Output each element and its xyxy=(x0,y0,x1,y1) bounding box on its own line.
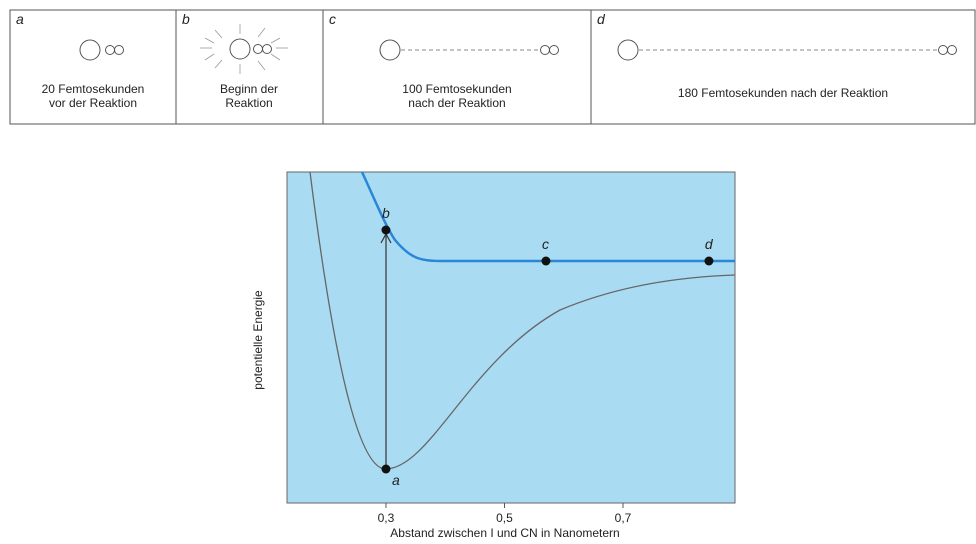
plot-area xyxy=(286,171,736,504)
molecules xyxy=(79,24,957,74)
excited-state-curve xyxy=(360,171,735,263)
state-point xyxy=(381,225,391,235)
panel-caption: 100 Femtosekunden xyxy=(402,82,511,96)
x-tick-label: 0,5 xyxy=(496,511,513,525)
x-axis-label: Abstand zwischen I und CN in Nanometern xyxy=(390,526,619,540)
x-tick-label: 0,7 xyxy=(615,511,632,525)
point-label: b xyxy=(382,205,390,221)
panel-strip xyxy=(9,9,976,125)
panel-caption: nach der Reaktion xyxy=(408,96,505,110)
panel-caption: vor der Reaktion xyxy=(49,96,137,110)
panel-caption: Beginn der xyxy=(220,82,278,96)
panel-label: b xyxy=(182,11,190,27)
x-tick-label: 0,3 xyxy=(378,511,395,525)
point-label: c xyxy=(542,236,549,252)
point-label: d xyxy=(705,236,714,252)
panel-label: a xyxy=(16,11,24,27)
state-point xyxy=(381,464,391,474)
point-label: a xyxy=(392,472,400,488)
state-point xyxy=(704,256,714,266)
panel-caption: 20 Femtosekunden xyxy=(42,82,145,96)
y-axis-label: potentielle Energie xyxy=(251,290,265,390)
ground-state-curve xyxy=(309,171,736,470)
panel-caption: Reaktion xyxy=(225,96,272,110)
panel-caption: 180 Femtosekunden nach der Reaktion xyxy=(678,86,888,100)
panel-label: c xyxy=(329,11,336,27)
panel-label: d xyxy=(597,11,606,27)
state-point xyxy=(541,256,551,266)
